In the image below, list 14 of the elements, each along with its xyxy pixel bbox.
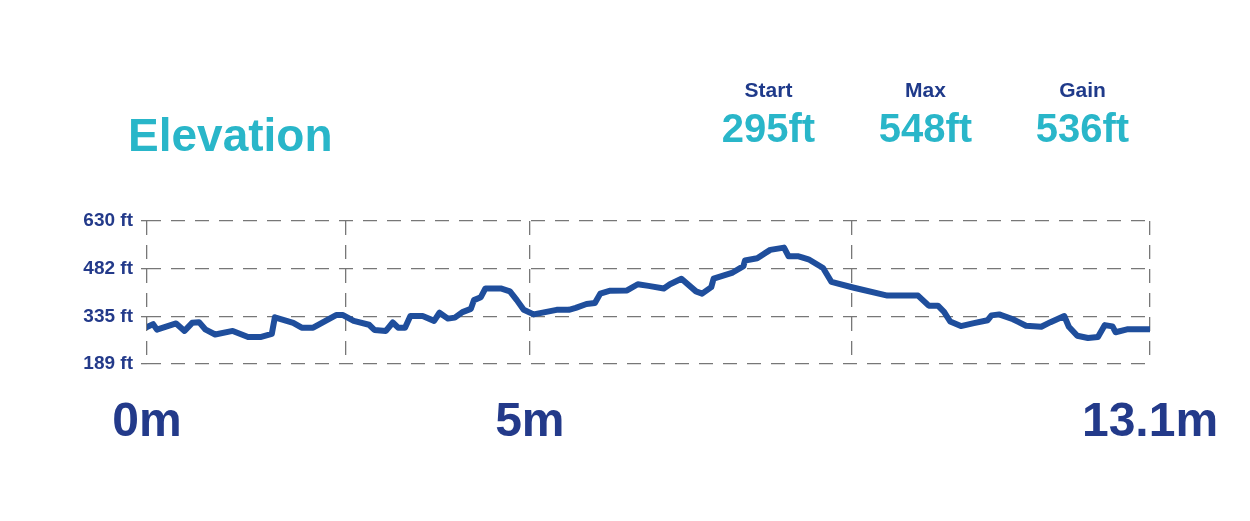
text: Start xyxy=(743,78,794,102)
text: Gain xyxy=(1058,78,1107,102)
y-tick-label: 482 ft xyxy=(83,257,134,279)
y-tick-label: 630 ft xyxy=(83,209,134,231)
y-tick-label: 189 ft xyxy=(83,352,134,374)
text: 536ft xyxy=(1034,106,1131,151)
text: Max xyxy=(904,78,947,102)
x-tick-label: 0m xyxy=(112,393,182,447)
x-tick-label: 13.1m xyxy=(1081,393,1219,447)
chart-title: Elevation xyxy=(128,108,333,162)
text: 295ft xyxy=(720,106,817,151)
text: 548ft xyxy=(877,106,974,151)
y-tick-label: 335 ft xyxy=(83,304,134,326)
x-tick-label: 5m xyxy=(495,393,565,447)
